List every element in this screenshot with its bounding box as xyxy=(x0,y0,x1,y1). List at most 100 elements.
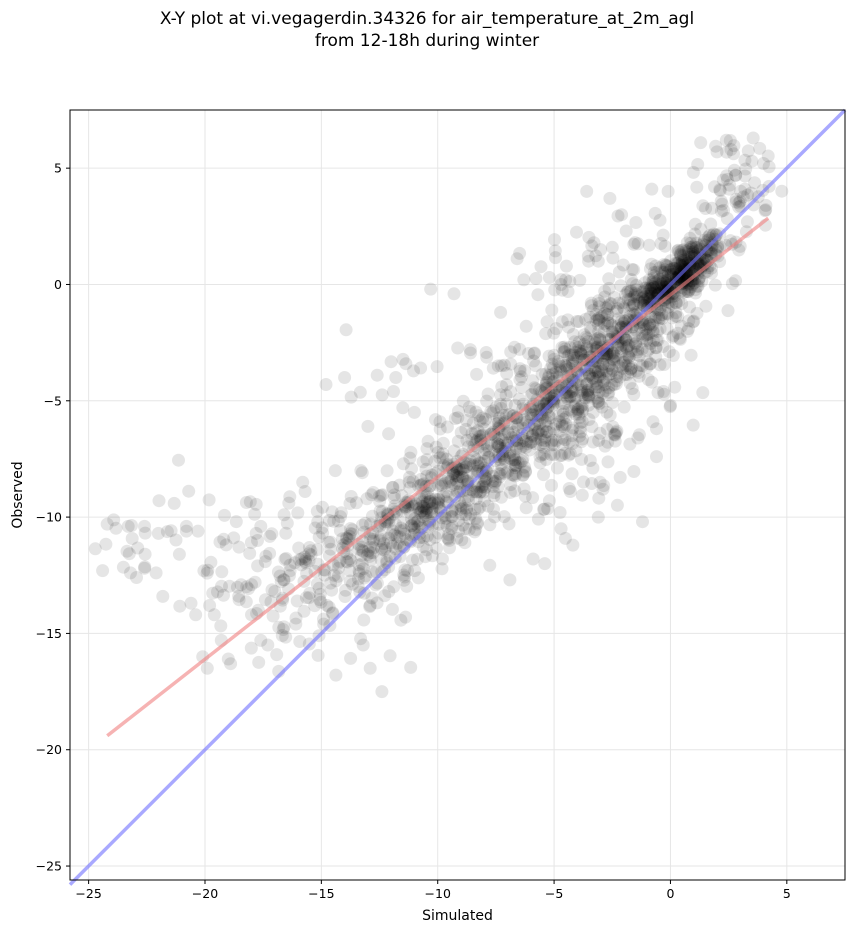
data-point xyxy=(675,297,689,311)
data-point xyxy=(317,563,331,577)
y-tick-label: −15 xyxy=(36,626,62,641)
regression-line xyxy=(106,216,770,738)
data-point xyxy=(313,587,327,601)
data-point xyxy=(489,474,503,488)
data-point xyxy=(357,571,371,585)
data-point xyxy=(251,534,264,547)
data-point xyxy=(603,317,617,331)
data-point xyxy=(353,585,367,599)
data-point xyxy=(466,416,480,430)
data-point xyxy=(685,247,698,261)
data-point xyxy=(387,385,400,398)
data-point xyxy=(472,456,486,470)
data-point xyxy=(571,405,585,419)
data-point xyxy=(582,413,596,426)
data-point xyxy=(420,442,434,456)
data-point xyxy=(557,420,571,433)
data-point xyxy=(581,388,595,402)
data-point xyxy=(583,320,597,334)
data-point xyxy=(670,256,684,270)
data-point xyxy=(659,306,673,320)
data-point xyxy=(545,438,559,452)
data-point xyxy=(610,304,623,318)
data-point xyxy=(632,349,646,363)
data-point xyxy=(591,365,605,379)
data-point xyxy=(622,338,636,352)
data-point xyxy=(611,366,625,380)
data-point xyxy=(438,516,452,530)
data-point xyxy=(650,288,664,302)
data-point xyxy=(439,511,453,525)
data-point xyxy=(610,374,624,388)
data-point xyxy=(537,502,551,516)
data-point xyxy=(436,451,450,465)
data-point xyxy=(624,362,638,376)
data-point xyxy=(699,202,713,215)
data-point xyxy=(352,567,366,581)
data-point xyxy=(775,184,789,198)
data-point xyxy=(470,517,484,531)
data-point xyxy=(450,464,464,477)
data-point xyxy=(470,453,484,467)
data-point xyxy=(498,358,511,372)
data-point xyxy=(673,258,687,271)
data-point xyxy=(656,340,670,353)
data-point xyxy=(616,300,630,314)
data-point xyxy=(708,180,721,194)
data-point xyxy=(447,478,461,491)
data-point xyxy=(587,236,601,250)
data-point xyxy=(602,358,616,372)
data-point xyxy=(598,439,612,453)
data-point xyxy=(125,532,139,545)
data-point xyxy=(563,485,577,498)
data-point xyxy=(640,354,654,368)
data-point xyxy=(593,333,607,347)
data-point xyxy=(514,370,528,384)
data-point xyxy=(424,507,438,521)
data-point xyxy=(591,510,605,524)
data-point xyxy=(646,325,660,339)
data-point xyxy=(501,425,515,439)
data-point xyxy=(651,274,665,288)
data-point xyxy=(344,390,358,404)
data-point xyxy=(512,392,526,406)
data-point xyxy=(417,501,431,515)
data-point xyxy=(481,450,495,464)
data-point xyxy=(568,335,582,349)
data-point xyxy=(662,345,676,359)
data-point xyxy=(477,474,491,488)
data-point xyxy=(342,529,356,543)
data-point xyxy=(657,387,671,401)
data-point xyxy=(456,447,470,461)
chart-title: X-Y plot at vi.vegagerdin.34326 for air_… xyxy=(159,9,695,29)
data-point xyxy=(508,453,522,467)
data-point xyxy=(711,241,725,255)
data-point xyxy=(604,297,618,311)
data-point xyxy=(477,447,491,460)
data-point xyxy=(566,348,580,362)
data-point xyxy=(607,350,621,364)
data-point xyxy=(515,454,529,468)
data-point xyxy=(380,506,394,520)
data-point xyxy=(442,533,456,547)
data-point xyxy=(617,338,631,352)
data-point xyxy=(660,322,674,336)
data-point xyxy=(544,411,558,425)
data-point xyxy=(682,245,696,259)
data-point xyxy=(686,315,700,329)
data-point xyxy=(642,327,656,341)
data-point xyxy=(691,254,704,268)
data-point xyxy=(672,294,686,308)
data-point xyxy=(486,469,500,483)
data-point xyxy=(663,400,677,414)
data-point xyxy=(410,515,424,529)
data-point xyxy=(656,274,670,288)
data-point xyxy=(456,462,470,476)
data-point xyxy=(357,586,371,600)
data-point xyxy=(625,382,639,396)
data-point xyxy=(602,381,616,395)
data-point xyxy=(652,311,665,325)
data-point xyxy=(592,296,606,310)
data-point xyxy=(466,459,480,473)
data-point xyxy=(504,357,518,371)
